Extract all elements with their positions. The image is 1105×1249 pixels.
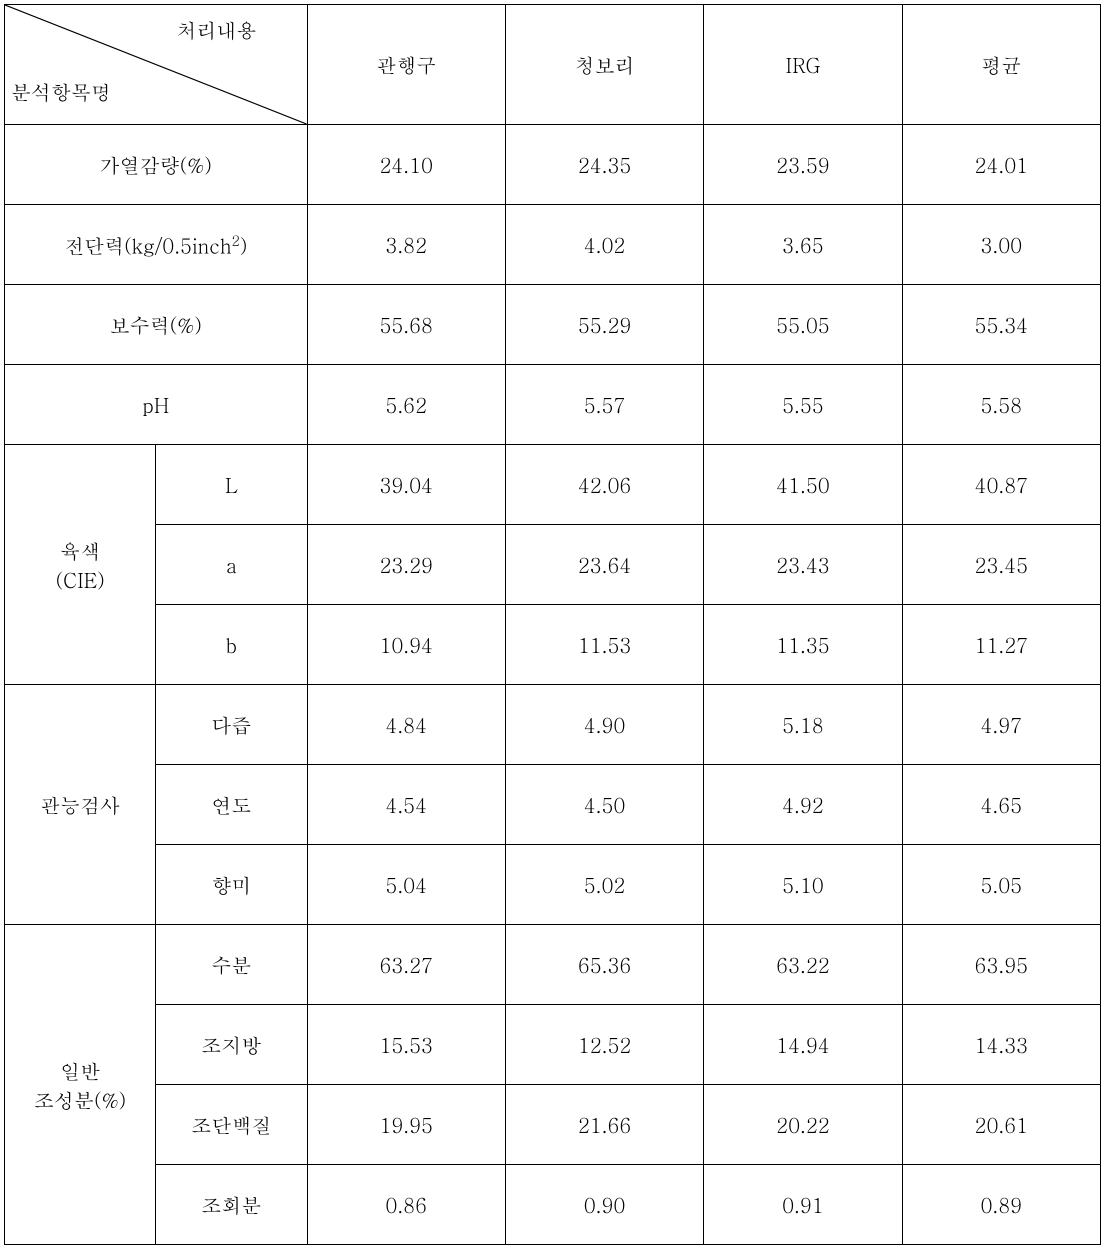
table-row: 보수력(%) 55.68 55.29 55.05 55.34 — [5, 285, 1101, 365]
table-row: 향미 5.04 5.02 5.10 5.05 — [5, 845, 1101, 925]
cell: 63.27 — [307, 925, 505, 1005]
cell: 23.45 — [902, 525, 1100, 605]
cell: 19.95 — [307, 1085, 505, 1165]
table-row: b 10.94 11.53 11.35 11.27 — [5, 605, 1101, 685]
cell: 10.94 — [307, 605, 505, 685]
table-row: 전단력(kg/0.5inch2) 3.82 4.02 3.65 3.00 — [5, 205, 1101, 285]
sub-label: 연도 — [156, 765, 307, 845]
cell: 5.10 — [704, 845, 902, 925]
table-row: 조단백질 19.95 21.66 20.22 20.61 — [5, 1085, 1101, 1165]
cell: 42.06 — [505, 445, 703, 525]
sub-label: 수분 — [156, 925, 307, 1005]
cell: 0.90 — [505, 1165, 703, 1245]
cell: 24.35 — [505, 125, 703, 205]
cell: 5.57 — [505, 365, 703, 445]
header-diag-bottom: 분석항목명 — [11, 77, 111, 106]
cell: 3.00 — [902, 205, 1100, 285]
cell: 63.95 — [902, 925, 1100, 1005]
cell: 24.10 — [307, 125, 505, 205]
sub-label: b — [156, 605, 307, 685]
cell: 55.68 — [307, 285, 505, 365]
table-row: 가열감량(%) 24.10 24.35 23.59 24.01 — [5, 125, 1101, 205]
cell: 55.34 — [902, 285, 1100, 365]
cell: 4.65 — [902, 765, 1100, 845]
table-header-row: 처리내용 분석항목명 관행구 청보리 IRG 평균 — [5, 5, 1101, 125]
table-row: 조지방 15.53 12.52 14.94 14.33 — [5, 1005, 1101, 1085]
cell: 39.04 — [307, 445, 505, 525]
cell: 5.04 — [307, 845, 505, 925]
cell: 4.92 — [704, 765, 902, 845]
row-label: 전단력(kg/0.5inch2) — [5, 205, 308, 285]
cell: 4.97 — [902, 685, 1100, 765]
cell: 5.02 — [505, 845, 703, 925]
cell: 0.91 — [704, 1165, 902, 1245]
cell: 4.84 — [307, 685, 505, 765]
group-label: 일반조성분(%) — [5, 925, 156, 1245]
row-label: 보수력(%) — [5, 285, 308, 365]
cell: 24.01 — [902, 125, 1100, 205]
cell: 21.66 — [505, 1085, 703, 1165]
column-header: 관행구 — [307, 5, 505, 125]
cell: 63.22 — [704, 925, 902, 1005]
analysis-table: 처리내용 분석항목명 관행구 청보리 IRG 평균 가열감량(%) 24.10 … — [4, 4, 1101, 1245]
cell: 4.90 — [505, 685, 703, 765]
cell: 11.53 — [505, 605, 703, 685]
header-diagonal-cell: 처리내용 분석항목명 — [5, 5, 308, 125]
cell: 11.35 — [704, 605, 902, 685]
cell: 55.29 — [505, 285, 703, 365]
table-row: 관능검사 다즙 4.84 4.90 5.18 4.97 — [5, 685, 1101, 765]
cell: 4.50 — [505, 765, 703, 845]
cell: 65.36 — [505, 925, 703, 1005]
column-header: IRG — [704, 5, 902, 125]
table-row: 연도 4.54 4.50 4.92 4.65 — [5, 765, 1101, 845]
table-row: 육색(CIE) L 39.04 42.06 41.50 40.87 — [5, 445, 1101, 525]
cell: 20.22 — [704, 1085, 902, 1165]
row-label: pH — [5, 365, 308, 445]
cell: 55.05 — [704, 285, 902, 365]
cell: 4.54 — [307, 765, 505, 845]
cell: 23.64 — [505, 525, 703, 605]
group-label: 관능검사 — [5, 685, 156, 925]
cell: 14.33 — [902, 1005, 1100, 1085]
table-row: 조회분 0.86 0.90 0.91 0.89 — [5, 1165, 1101, 1245]
cell: 5.58 — [902, 365, 1100, 445]
sub-label: 조단백질 — [156, 1085, 307, 1165]
table-row: 일반조성분(%) 수분 63.27 65.36 63.22 63.95 — [5, 925, 1101, 1005]
group-label: 육색(CIE) — [5, 445, 156, 685]
cell: 0.86 — [307, 1165, 505, 1245]
sub-label: 조지방 — [156, 1005, 307, 1085]
cell: 3.65 — [704, 205, 902, 285]
cell: 14.94 — [704, 1005, 902, 1085]
sub-label: a — [156, 525, 307, 605]
cell: 5.05 — [902, 845, 1100, 925]
cell: 23.29 — [307, 525, 505, 605]
diagonal-line-icon — [5, 5, 307, 124]
cell: 0.89 — [902, 1165, 1100, 1245]
sub-label: 다즙 — [156, 685, 307, 765]
cell: 23.43 — [704, 525, 902, 605]
cell: 3.82 — [307, 205, 505, 285]
table-row: a 23.29 23.64 23.43 23.45 — [5, 525, 1101, 605]
cell: 5.55 — [704, 365, 902, 445]
column-header: 청보리 — [505, 5, 703, 125]
cell: 41.50 — [704, 445, 902, 525]
sub-label: 조회분 — [156, 1165, 307, 1245]
table-row: pH 5.62 5.57 5.55 5.58 — [5, 365, 1101, 445]
cell: 20.61 — [902, 1085, 1100, 1165]
sub-label: 향미 — [156, 845, 307, 925]
column-header: 평균 — [902, 5, 1100, 125]
cell: 11.27 — [902, 605, 1100, 685]
cell: 12.52 — [505, 1005, 703, 1085]
cell: 23.59 — [704, 125, 902, 205]
sub-label: L — [156, 445, 307, 525]
header-diag-top: 처리내용 — [177, 15, 257, 44]
cell: 4.02 — [505, 205, 703, 285]
cell: 40.87 — [902, 445, 1100, 525]
cell: 15.53 — [307, 1005, 505, 1085]
cell: 5.62 — [307, 365, 505, 445]
cell: 5.18 — [704, 685, 902, 765]
row-label: 가열감량(%) — [5, 125, 308, 205]
